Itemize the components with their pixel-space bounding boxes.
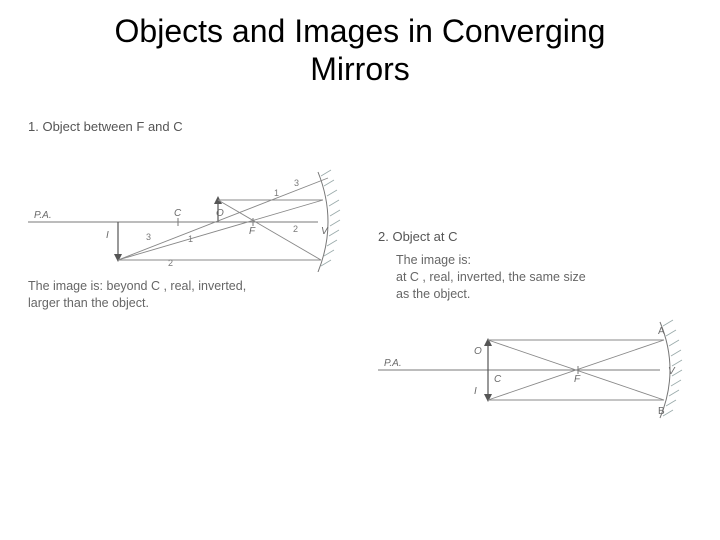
label-c-2: C xyxy=(494,374,502,385)
case-2-desc-header: The image is: xyxy=(396,253,471,267)
label-f: F xyxy=(249,226,256,237)
label-ray2: 2 xyxy=(168,258,173,268)
label-ray3a: 3 xyxy=(294,178,299,188)
label-b: B xyxy=(658,406,665,417)
case-2: 2. Object at C The image is: at C , real… xyxy=(378,229,698,434)
label-ray3b: 3 xyxy=(146,232,151,242)
content-area: 1. Object between F and C xyxy=(0,89,720,529)
case-2-description: The image is: at C , real, inverted, the… xyxy=(396,252,698,303)
label-ray1a: 1 xyxy=(274,188,279,198)
case-1-diagram: P.A. I C O F V 1 3 3 1 2 2 xyxy=(28,142,348,272)
case-1-desc-line1: The image is: beyond C , real, inverted, xyxy=(28,279,246,293)
case-2-heading: 2. Object at C xyxy=(378,229,698,244)
label-i-2: I xyxy=(474,386,477,397)
title-line-1: Objects and Images in Converging xyxy=(115,13,606,49)
case-1-heading: 1. Object between F and C xyxy=(28,119,368,134)
case-1-description: The image is: beyond C , real, inverted,… xyxy=(28,278,368,312)
label-ray2b: 2 xyxy=(293,224,298,234)
case-1-desc-line2: larger than the object. xyxy=(28,296,149,310)
label-i: I xyxy=(106,230,109,241)
label-ray1b: 1 xyxy=(188,234,193,244)
case-2-diagram: P.A. O I C F V A B xyxy=(378,308,688,433)
label-pa: P.A. xyxy=(34,210,52,221)
label-v-2: V xyxy=(668,366,676,377)
label-f-2: F xyxy=(574,374,581,385)
label-pa-2: P.A. xyxy=(384,358,402,369)
page-title: Objects and Images in Converging Mirrors xyxy=(0,0,720,89)
case-1: 1. Object between F and C xyxy=(28,119,368,312)
title-line-2: Mirrors xyxy=(310,51,410,87)
case-2-desc-line2: as the object. xyxy=(396,287,470,301)
label-a: A xyxy=(658,326,665,337)
label-o: O xyxy=(216,208,224,219)
label-c: C xyxy=(174,208,182,219)
case-2-desc-line1: at C , real, inverted, the same size xyxy=(396,270,586,284)
label-o-2: O xyxy=(474,346,482,357)
